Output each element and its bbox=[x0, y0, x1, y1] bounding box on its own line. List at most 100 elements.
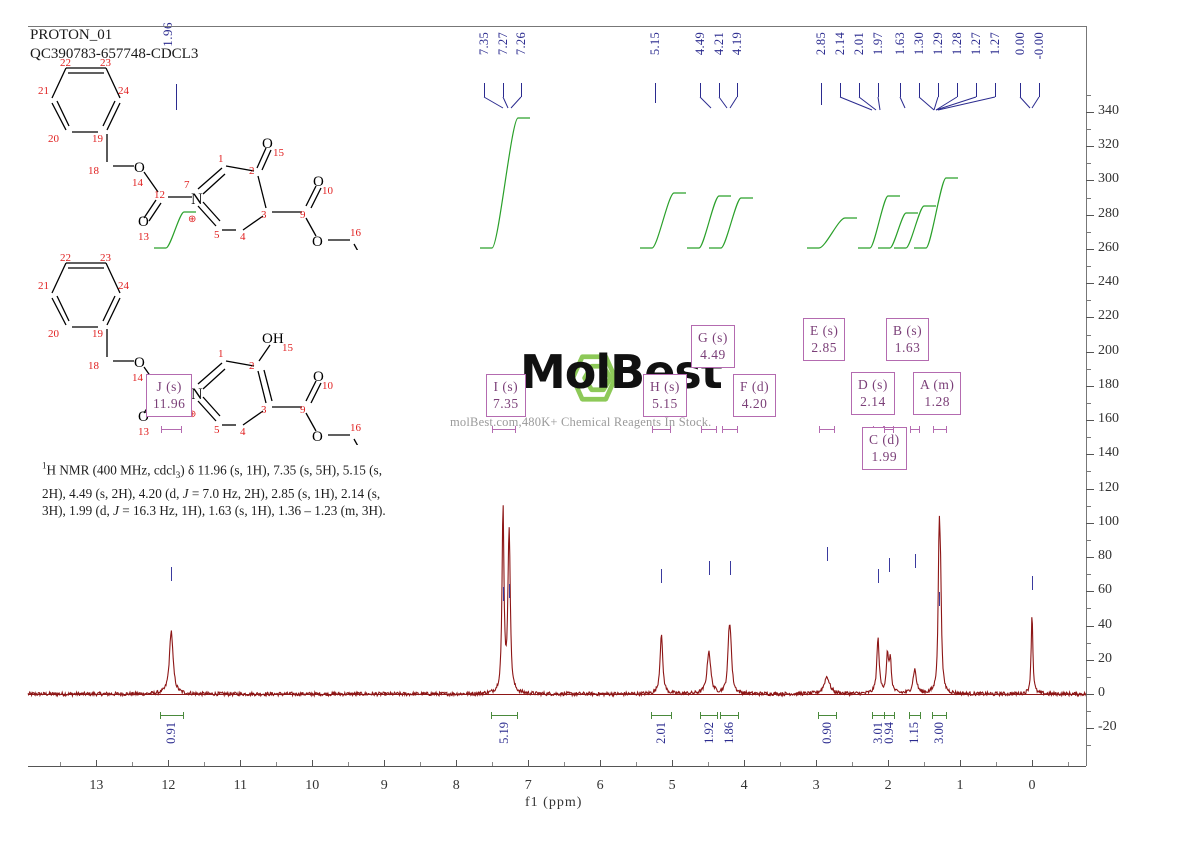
svg-text:21: 21 bbox=[38, 280, 49, 292]
multiplet-box-j[interactable]: J (s) 11.96 bbox=[146, 374, 193, 417]
multiplet-range-cap bbox=[700, 426, 702, 433]
svg-text:10: 10 bbox=[322, 380, 334, 392]
x-axis-tick bbox=[240, 760, 242, 767]
svg-text:4: 4 bbox=[240, 231, 246, 243]
svg-text:19: 19 bbox=[92, 328, 104, 340]
svg-text:11: 11 bbox=[310, 249, 321, 250]
multiplet-range-cap bbox=[945, 426, 947, 433]
multiplet-range-cap bbox=[932, 426, 934, 433]
multiplet-shift: 4.49 bbox=[700, 347, 726, 362]
svg-text:20: 20 bbox=[48, 133, 60, 145]
peak-tick-marker bbox=[708, 561, 710, 575]
svg-text:N: N bbox=[191, 386, 203, 403]
integration-range-cap bbox=[893, 712, 895, 719]
svg-text:12: 12 bbox=[154, 189, 165, 201]
solvent-peak-leader bbox=[176, 84, 177, 110]
integration-range-bar bbox=[159, 715, 183, 716]
peak-label-leader bbox=[484, 83, 485, 97]
multiplet-shift: 5.15 bbox=[652, 396, 678, 411]
peak-tick-marker bbox=[503, 587, 505, 601]
svg-text:O: O bbox=[134, 160, 145, 176]
x-axis-tick bbox=[960, 760, 962, 767]
multiplet-range-cap bbox=[161, 426, 163, 433]
x-axis-line bbox=[28, 766, 1086, 767]
svg-text:19: 19 bbox=[92, 133, 104, 145]
x-axis-minor-tick bbox=[492, 762, 494, 766]
multiplet-box-b[interactable]: B (s) 1.63 bbox=[886, 318, 930, 361]
x-axis-tick-label: 6 bbox=[596, 778, 604, 793]
x-axis-tick bbox=[888, 760, 890, 767]
x-axis-minor-tick bbox=[1068, 762, 1069, 766]
x-axis-minor-tick bbox=[852, 762, 854, 766]
desc-line1b: ) δ 11.96 (s, 1H), 7.35 (s, 5H), 5.15 (s… bbox=[42, 462, 382, 501]
y-axis-minor-tick bbox=[1086, 300, 1091, 302]
desc-line3a: (d, bbox=[95, 503, 114, 519]
x-axis-title: f1 (ppm) bbox=[525, 795, 583, 810]
y-axis-minor-tick bbox=[1086, 676, 1091, 678]
y-axis-tick-label: 320 bbox=[1098, 137, 1119, 153]
x-axis-tick-label: 5 bbox=[668, 778, 676, 793]
multiplet-shift: 2.14 bbox=[860, 394, 886, 409]
x-axis-tick bbox=[600, 760, 602, 767]
y-axis-tick-label: 200 bbox=[1098, 342, 1119, 358]
multiplet-shift: 2.85 bbox=[811, 340, 837, 355]
y-axis-tick bbox=[1086, 659, 1094, 661]
x-axis-minor-tick bbox=[60, 762, 62, 766]
x-axis-tick-label: 0 bbox=[1028, 778, 1036, 793]
y-axis-tick bbox=[1086, 385, 1094, 387]
multiplet-box-i[interactable]: I (s) 7.35 bbox=[486, 374, 526, 417]
multiplet-box-e[interactable]: E (s) 2.85 bbox=[803, 318, 846, 361]
y-axis-minor-tick bbox=[1086, 574, 1091, 576]
watermark-tagline: molBest.com,480K+ Chemical Reagents In S… bbox=[450, 415, 712, 429]
multiplet-id-type: B (s) bbox=[893, 323, 923, 338]
x-axis-tick bbox=[456, 760, 458, 767]
peak-label-leader bbox=[976, 83, 977, 97]
svg-text:9: 9 bbox=[300, 209, 306, 221]
x-axis-tick-label: 10 bbox=[305, 778, 320, 793]
x-axis-minor-tick bbox=[276, 762, 278, 766]
peak-label-leader bbox=[700, 83, 701, 97]
multiplet-box-h[interactable]: H (s) 5.15 bbox=[643, 374, 687, 417]
multiplet-box-f[interactable]: F (d) 4.20 bbox=[733, 374, 777, 417]
multiplet-range-cap bbox=[909, 426, 911, 433]
multiplet-range-cap bbox=[883, 426, 885, 433]
y-axis-tick-label: 20 bbox=[1098, 650, 1112, 666]
x-axis-minor-tick bbox=[204, 762, 206, 766]
y-axis-tick bbox=[1086, 317, 1094, 319]
y-axis-tick bbox=[1086, 351, 1094, 353]
svg-text:11: 11 bbox=[310, 444, 321, 445]
multiplet-id-type: D (s) bbox=[858, 377, 888, 392]
peak-label-leader bbox=[900, 83, 901, 97]
multiplet-range-cap bbox=[716, 426, 718, 433]
desc-j-2: J bbox=[113, 503, 119, 519]
x-axis-minor-tick bbox=[636, 762, 638, 766]
x-axis-minor-tick bbox=[780, 762, 782, 766]
svg-text:4: 4 bbox=[240, 426, 246, 438]
svg-text:20: 20 bbox=[48, 328, 60, 340]
peak-label-leader bbox=[878, 83, 879, 97]
y-axis-minor-tick bbox=[1086, 368, 1091, 370]
multiplet-box-c[interactable]: C (d) 1.99 bbox=[862, 427, 907, 470]
multiplet-range-cap bbox=[669, 426, 671, 433]
svg-text:O: O bbox=[313, 174, 324, 190]
svg-text:14: 14 bbox=[132, 372, 144, 384]
svg-text:O: O bbox=[312, 429, 323, 445]
svg-text:16: 16 bbox=[350, 422, 362, 434]
svg-text:22: 22 bbox=[60, 252, 71, 264]
integration-range-bar bbox=[490, 715, 517, 716]
desc-line2a: 4.49 (s, 2H), 4.20 (d, bbox=[69, 485, 183, 501]
svg-text:13: 13 bbox=[138, 426, 150, 438]
x-axis-tick-label: 7 bbox=[524, 778, 532, 793]
multiplet-box-a[interactable]: A (m) 1.28 bbox=[913, 372, 962, 415]
y-axis-tick bbox=[1086, 625, 1094, 627]
y-axis-tick bbox=[1086, 180, 1094, 182]
x-axis-minor-tick bbox=[708, 762, 710, 766]
multiplet-shift: 11.96 bbox=[153, 396, 186, 411]
y-axis-minor-tick bbox=[1086, 231, 1091, 233]
svg-text:21: 21 bbox=[38, 85, 49, 97]
multiplet-range-bar bbox=[909, 429, 919, 430]
multiplet-box-d[interactable]: D (s) 2.14 bbox=[851, 372, 895, 415]
multiplet-box-g[interactable]: G (s) 4.49 bbox=[691, 325, 735, 368]
peak-label-leader bbox=[737, 83, 738, 97]
